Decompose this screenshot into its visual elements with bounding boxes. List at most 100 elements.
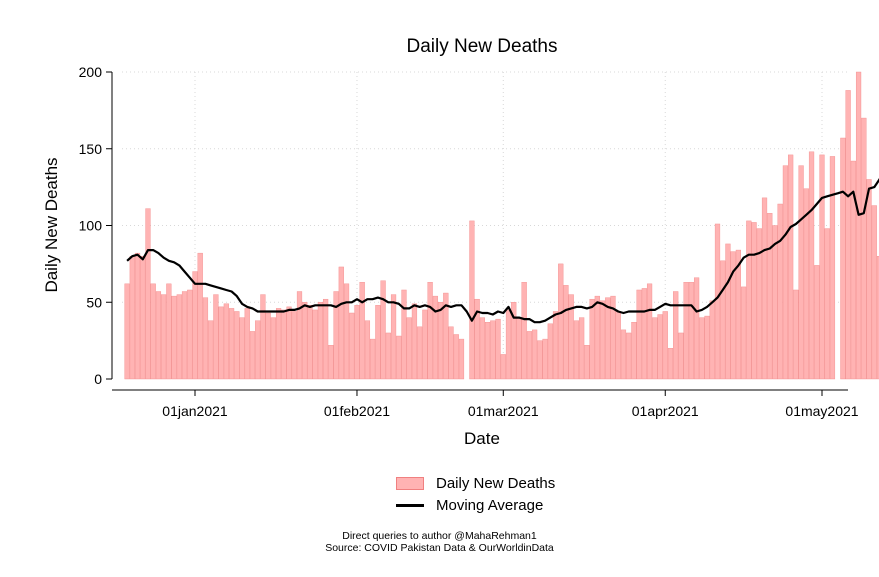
bar (239, 317, 245, 380)
legend-label-line: Moving Average (436, 496, 544, 514)
bar (396, 335, 402, 380)
y-tick-label: 0 (94, 371, 102, 387)
bar (333, 291, 339, 380)
bar (605, 297, 611, 380)
bar (620, 329, 627, 380)
bar (291, 311, 297, 380)
bar (751, 222, 757, 380)
bar (155, 291, 162, 380)
bar (840, 137, 846, 380)
bar (323, 298, 329, 380)
legend-label-bars: Daily New Deaths (436, 474, 556, 492)
bar (213, 294, 219, 380)
bar (725, 243, 731, 380)
bar (495, 318, 501, 380)
bar (631, 322, 637, 380)
bar (176, 294, 182, 380)
bar (615, 311, 621, 380)
y-tick-label: 150 (79, 141, 103, 157)
legend-item-bars: Daily New Deaths (396, 472, 555, 494)
bar (349, 312, 355, 380)
bar (568, 294, 574, 380)
bar (579, 317, 585, 380)
bar (171, 295, 177, 380)
bar (761, 197, 768, 380)
bar (359, 282, 365, 380)
bar (385, 332, 391, 380)
bar (411, 303, 418, 380)
bar (474, 298, 480, 380)
bar (302, 302, 308, 380)
bar (782, 165, 789, 380)
bar (166, 283, 172, 380)
bar (814, 265, 820, 380)
bar (150, 283, 156, 380)
bar (181, 291, 188, 380)
bar (375, 305, 381, 380)
bar (547, 323, 553, 380)
bar (808, 151, 815, 380)
bar (453, 334, 459, 380)
bar (589, 298, 595, 380)
bar (427, 282, 433, 380)
bar (683, 282, 689, 380)
bar (871, 205, 877, 380)
bar (599, 300, 606, 380)
x-tick-label: 01feb2021 (324, 403, 390, 419)
bar (876, 256, 879, 380)
bar (432, 295, 438, 380)
bar (667, 348, 674, 380)
bar (741, 286, 747, 380)
bar (145, 208, 151, 380)
bar (296, 291, 303, 380)
x-axis-title: Date (464, 429, 500, 448)
bar (458, 338, 465, 380)
bar (521, 282, 527, 380)
bar (636, 289, 642, 380)
bar (735, 249, 742, 380)
bar (187, 289, 193, 380)
bar (490, 320, 496, 380)
author-note: Direct queries to author @MahaRehman1 (342, 530, 537, 542)
bar (641, 288, 647, 380)
bar (281, 309, 287, 380)
bar (338, 266, 344, 380)
bar (866, 179, 872, 380)
bar (793, 289, 799, 380)
bar (855, 71, 862, 380)
bar (234, 311, 240, 380)
bar (558, 263, 564, 380)
chart-title: Daily New Deaths (407, 36, 558, 57)
bar (265, 312, 271, 380)
bar (845, 90, 851, 380)
bar (307, 305, 313, 380)
bar (646, 283, 653, 380)
bar (422, 309, 428, 380)
bar (709, 300, 715, 380)
axes: 0 50 100 150 200 01jan2021 01feb2021 01mar2021 0… (79, 64, 859, 419)
bar (850, 160, 856, 380)
bar (829, 156, 836, 380)
bar (140, 256, 146, 380)
bar-swatch-icon (396, 476, 424, 490)
bar (228, 308, 235, 380)
bar (354, 305, 360, 380)
bar (505, 309, 512, 380)
bar (720, 260, 726, 380)
bar (516, 317, 522, 380)
bar (380, 280, 386, 380)
bar (343, 283, 350, 380)
bar (699, 317, 705, 380)
bar (584, 345, 590, 380)
bar (673, 291, 679, 380)
bar (202, 297, 209, 380)
bar (552, 311, 559, 380)
bar (390, 294, 397, 380)
bar (469, 220, 475, 380)
legend: Daily New Deaths Moving Average (396, 472, 555, 516)
bar (417, 326, 423, 380)
bar (370, 338, 376, 380)
bar (312, 309, 318, 380)
bar (798, 165, 804, 380)
bar (772, 225, 778, 380)
